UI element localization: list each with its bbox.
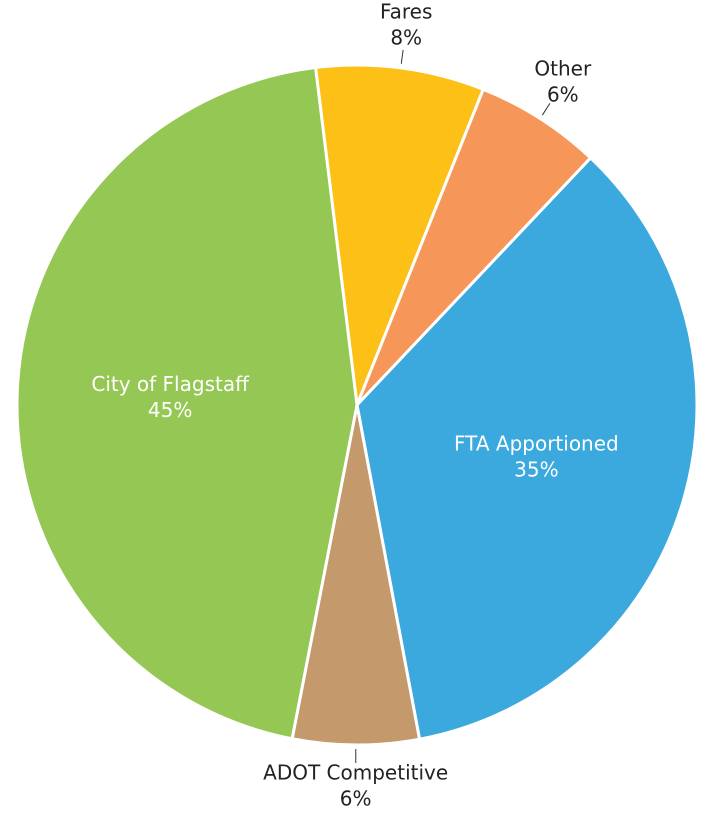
slice-value-label: 45%: [148, 398, 192, 422]
pie-slice: [355, 87, 593, 407]
slice-label: ADOT Competitive: [263, 760, 448, 784]
slice-value-label: 8%: [390, 26, 422, 50]
slice-label: FTA Apportioned: [454, 431, 619, 455]
pie-slice: [313, 63, 486, 406]
pie-slice: [15, 65, 359, 741]
slice-value-label: 35%: [514, 457, 558, 481]
slice-value-label: 6%: [547, 83, 579, 107]
pie-slice: [290, 404, 422, 747]
pie-slice: [355, 155, 699, 741]
slice-value-label: 6%: [340, 786, 372, 810]
leader-line: [400, 49, 404, 64]
leader-line: [541, 103, 551, 116]
slice-label: Other: [534, 57, 592, 81]
slice-label: Fares: [380, 0, 432, 24]
slice-label: City of Flagstaff: [91, 372, 250, 396]
